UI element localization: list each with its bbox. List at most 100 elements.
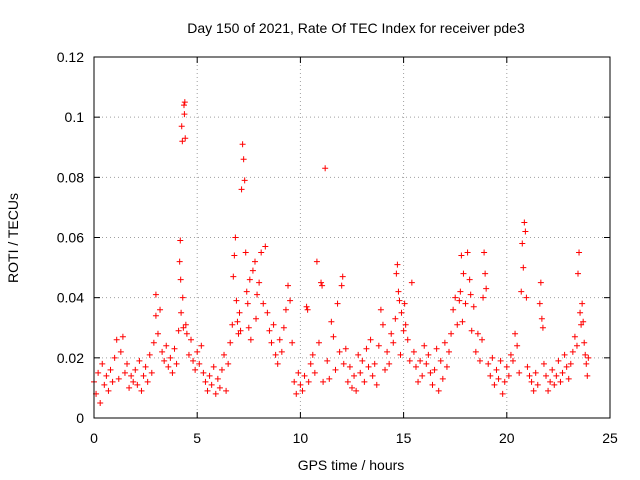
data-point [101,381,108,388]
data-point [204,387,211,394]
x-tick-label: 25 [602,430,618,446]
data-point [138,387,145,394]
data-point [483,285,490,292]
data-point [299,387,306,394]
data-point [365,363,372,370]
data-point [322,165,329,172]
data-point [320,378,327,385]
data-point [236,309,243,316]
data-point [505,372,512,379]
data-point [435,387,442,394]
data-point [103,372,110,379]
data-point [97,399,104,406]
data-point [208,381,215,388]
data-point [565,375,572,382]
data-point [154,330,161,337]
data-point [503,363,510,370]
data-point [466,276,473,283]
data-point [206,372,213,379]
data-point [342,345,349,352]
data-point [379,321,386,328]
data-point [178,309,185,316]
data-point [396,297,403,304]
data-point [519,240,526,247]
data-point [369,372,376,379]
data-point [105,387,112,394]
data-point [177,276,184,283]
data-point [386,360,393,367]
data-point [180,324,187,331]
data-point [563,363,570,370]
data-point [539,324,546,331]
data-point [575,270,582,277]
data-point [520,264,527,271]
data-point [285,282,292,289]
data-point [243,288,250,295]
data-point [140,372,147,379]
data-point [280,324,287,331]
data-point [165,363,172,370]
data-point [397,351,404,358]
data-point [489,354,496,361]
data-point [351,372,358,379]
data-point [457,288,464,295]
data-point [521,219,528,226]
data-point [144,378,151,385]
data-point [249,267,256,274]
data-point [439,375,446,382]
data-point [577,309,584,316]
y-axis-label: ROTI / TECUs [5,193,21,283]
data-point [437,357,444,364]
data-point [456,297,463,304]
data-point [188,336,195,343]
data-point [339,273,346,280]
data-point [408,279,415,286]
data-point [297,381,304,388]
data-point [214,375,221,382]
data-point [458,252,465,259]
data-point [509,357,516,364]
data-point [233,297,240,304]
data-point [152,312,159,319]
data-point [514,342,521,349]
data-point [305,378,312,385]
data-point [497,357,504,364]
data-point [148,369,155,376]
data-point [239,141,246,148]
grid [94,57,610,418]
data-point [303,303,310,310]
x-axis-label: GPS time / hours [298,457,405,473]
data-point [485,360,492,367]
data-point [315,339,322,346]
data-point [212,390,219,397]
data-point [309,351,316,358]
data-point [260,300,267,307]
data-point [237,327,244,334]
data-point [433,345,440,352]
data-point [256,279,263,286]
data-point [293,390,300,397]
data-point [238,186,245,193]
data-point [523,294,530,301]
data-point [190,357,197,364]
data-point [330,333,337,340]
data-point [367,336,374,343]
data-point [583,360,590,367]
data-point [401,300,408,307]
data-point [266,327,273,334]
data-point [344,378,351,385]
data-point [157,306,164,313]
data-point [254,291,261,298]
data-point [573,342,580,349]
data-point [231,252,238,259]
data-point [569,348,576,355]
data-point [198,342,205,349]
data-point [406,357,413,364]
data-point [159,348,166,355]
data-point [225,360,232,367]
data-point [580,318,587,325]
data-point [274,360,281,367]
data-point [179,294,186,301]
data-point [384,348,391,355]
